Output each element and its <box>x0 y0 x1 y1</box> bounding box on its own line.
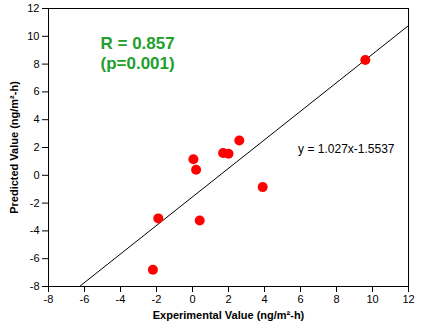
svg-text:-6: -6 <box>30 252 40 264</box>
svg-text:-8: -8 <box>44 293 54 305</box>
svg-text:0: 0 <box>33 169 39 181</box>
svg-text:-4: -4 <box>116 293 126 305</box>
svg-text:10: 10 <box>366 293 378 305</box>
svg-text:10: 10 <box>27 30 39 42</box>
svg-text:2: 2 <box>225 293 231 305</box>
svg-text:8: 8 <box>333 293 339 305</box>
svg-text:-2: -2 <box>152 293 162 305</box>
svg-text:12: 12 <box>402 293 414 305</box>
svg-text:4: 4 <box>33 113 39 125</box>
svg-text:4: 4 <box>261 293 267 305</box>
svg-text:-6: -6 <box>80 293 90 305</box>
svg-text:-8: -8 <box>30 280 40 292</box>
svg-text:6: 6 <box>297 293 303 305</box>
svg-text:y = 1.027x-1.5537: y = 1.027x-1.5537 <box>298 142 395 156</box>
svg-text:-4: -4 <box>30 224 40 236</box>
svg-text:-2: -2 <box>30 197 40 209</box>
svg-text:12: 12 <box>27 2 39 14</box>
svg-text:2: 2 <box>33 141 39 153</box>
svg-text:R = 0.857(p=0.001): R = 0.857(p=0.001) <box>101 34 175 73</box>
svg-text:Experimental Value (ng/m²-h): Experimental Value (ng/m²-h) <box>153 309 305 321</box>
svg-text:8: 8 <box>33 58 39 70</box>
svg-text:Predicted Value (ng/m²-h): Predicted Value (ng/m²-h) <box>8 81 20 214</box>
svg-text:6: 6 <box>33 85 39 97</box>
svg-text:0: 0 <box>189 293 195 305</box>
